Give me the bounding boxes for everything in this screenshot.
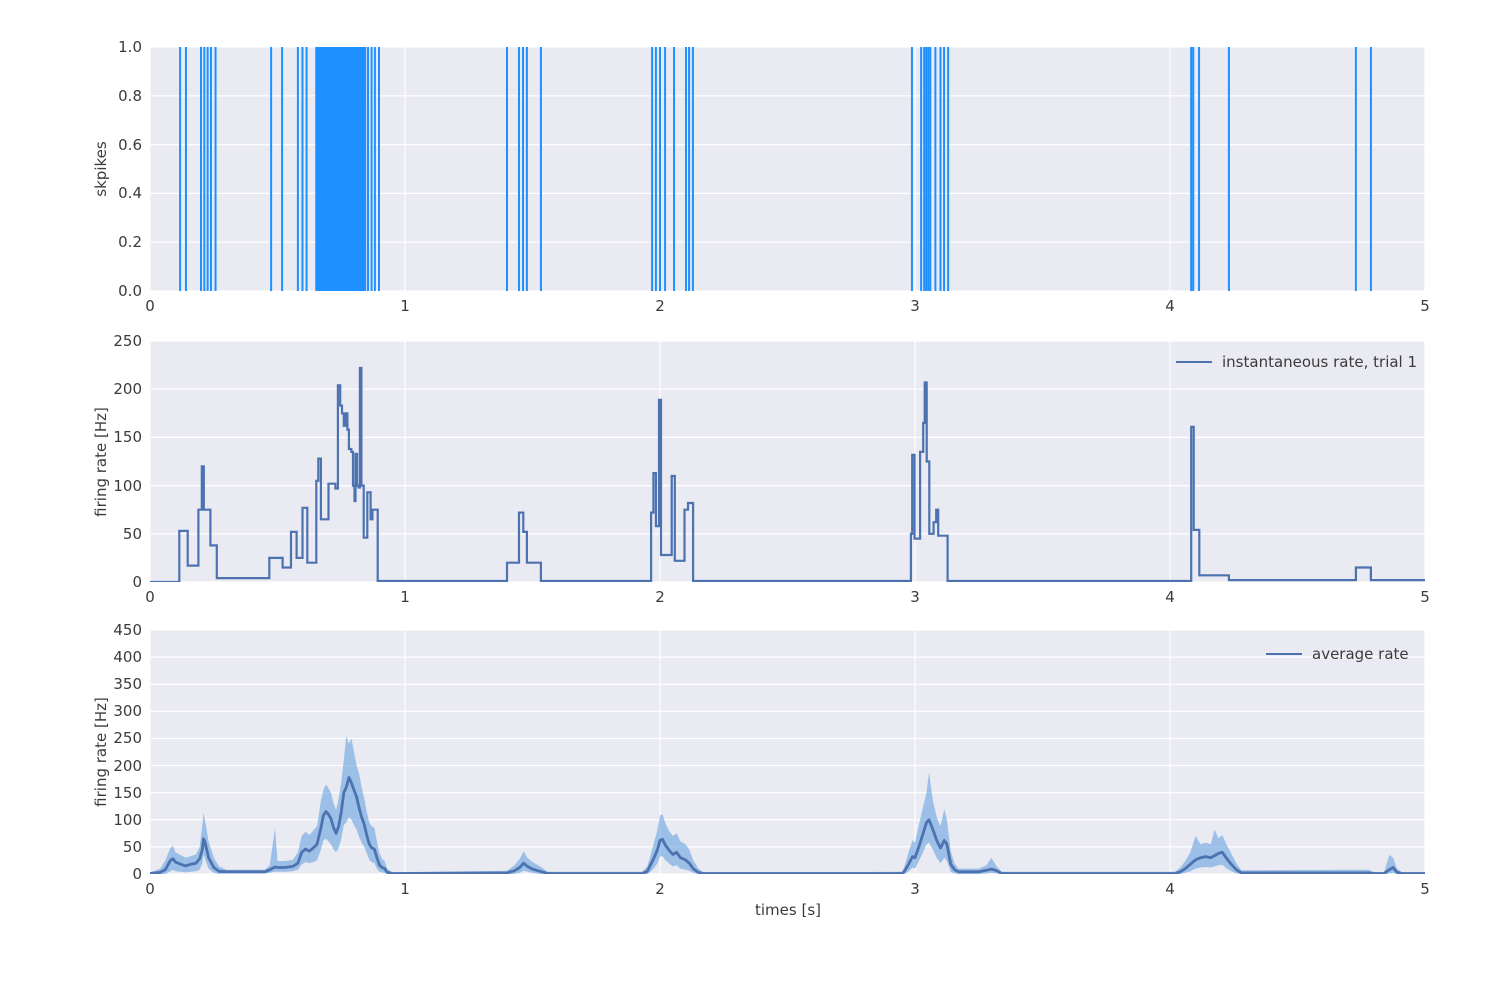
y-tick-label: 200 <box>113 756 142 775</box>
x-tick-label: 5 <box>1420 297 1430 315</box>
x-tick-label: 0 <box>145 588 155 606</box>
y-tick-label: 1.0 <box>118 38 142 56</box>
x-tick-label: 3 <box>910 297 920 315</box>
x-tick-label: 4 <box>1165 297 1175 315</box>
y-tick-label: 350 <box>113 675 142 694</box>
x-axis-label: times [s] <box>755 901 821 919</box>
x-tick-label: 5 <box>1420 880 1430 898</box>
spike-raster-plot <box>150 47 1425 291</box>
y-tick-label: 150 <box>113 783 142 802</box>
instantaneous-rate-axes <box>150 341 1425 582</box>
average-rate-axes <box>150 630 1425 874</box>
y-tick-label: 0 <box>132 573 142 591</box>
x-tick-label: 1 <box>400 588 410 606</box>
y-tick-label: 200 <box>113 380 142 399</box>
y-tick-label: 50 <box>122 524 142 543</box>
x-tick-label: 0 <box>145 297 155 315</box>
y-tick-label: 300 <box>113 702 142 721</box>
y-tick-label: 400 <box>113 648 142 667</box>
instantaneous-y-axis-label: firing rate [Hz] <box>92 407 110 517</box>
x-tick-label: 2 <box>655 297 665 315</box>
y-tick-label: 0.8 <box>118 86 142 105</box>
legend-line-sample-instantaneous <box>1176 361 1212 363</box>
legend-line-sample-average <box>1266 653 1302 655</box>
y-tick-label: 0.0 <box>118 282 142 300</box>
x-tick-label: 3 <box>910 880 920 898</box>
y-tick-label: 150 <box>113 428 142 447</box>
x-tick-label: 3 <box>910 588 920 606</box>
y-tick-label: 100 <box>113 476 142 495</box>
average-rate-plot <box>150 630 1425 874</box>
y-tick-label: 250 <box>113 729 142 748</box>
y-tick-label: 450 <box>113 621 142 639</box>
y-tick-label: 0.2 <box>118 233 142 252</box>
x-tick-label: 1 <box>400 297 410 315</box>
x-tick-label: 4 <box>1165 588 1175 606</box>
x-tick-label: 2 <box>655 588 665 606</box>
x-tick-label: 0 <box>145 880 155 898</box>
x-tick-label: 2 <box>655 880 665 898</box>
x-tick-label: 1 <box>400 880 410 898</box>
y-tick-label: 0.4 <box>118 184 142 203</box>
x-tick-label: 4 <box>1165 880 1175 898</box>
legend-label-average: average rate <box>1312 645 1409 663</box>
y-tick-label: 0 <box>132 865 142 883</box>
y-tick-label: 0.6 <box>118 135 142 154</box>
instantaneous-rate-plot <box>150 341 1425 582</box>
legend-label-instantaneous: instantaneous rate, trial 1 <box>1222 353 1418 371</box>
legend-average: average rate <box>1266 645 1409 663</box>
legend-instantaneous: instantaneous rate, trial 1 <box>1176 353 1417 371</box>
spike-raster-axes <box>150 47 1425 291</box>
y-tick-label: 250 <box>113 332 142 350</box>
x-tick-label: 5 <box>1420 588 1430 606</box>
y-tick-label: 100 <box>113 810 142 829</box>
y-tick-label: 50 <box>122 837 142 856</box>
